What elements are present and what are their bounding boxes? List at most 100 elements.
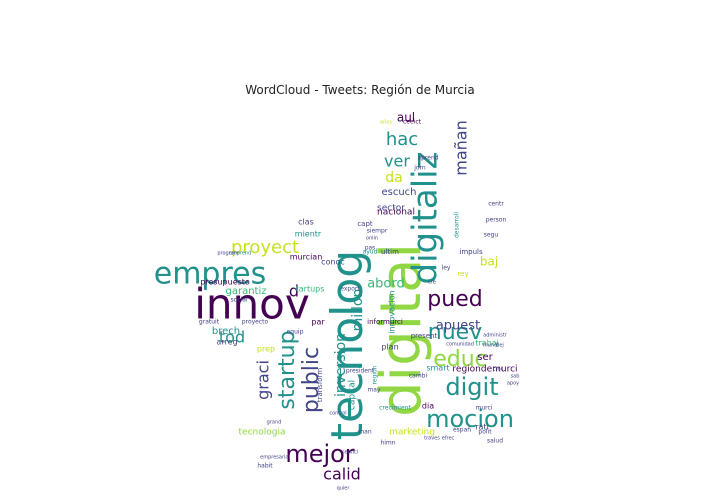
cloud-word: servici	[342, 450, 358, 456]
cloud-word: par	[311, 318, 325, 327]
cloud-word: ultim	[381, 248, 399, 256]
cloud-word: quier	[337, 486, 351, 492]
cloud-word: ceeict	[403, 119, 422, 126]
cloud-word: abord	[367, 277, 405, 292]
cloud-word: brech	[212, 326, 240, 337]
cloud-word: may	[367, 387, 381, 394]
cloud-word: jorn	[413, 165, 426, 172]
cloud-word: impuls	[459, 248, 483, 256]
cloud-word: mocion	[426, 405, 514, 433]
cloud-word: nacional	[377, 208, 415, 218]
cloud-word: educ	[433, 347, 487, 372]
cloud-word: comunidad	[446, 342, 474, 348]
cloud-word: transform	[316, 368, 324, 402]
cloud-word: traves	[424, 436, 440, 442]
cloud-word: capt	[357, 220, 373, 228]
cloud-word: grand	[267, 420, 282, 426]
cloud-word: innov	[194, 280, 309, 329]
cloud-word: crec	[493, 367, 504, 373]
cloud-word: años	[380, 120, 392, 126]
cloud-word: dej	[496, 343, 504, 349]
cloud-word: habit	[257, 463, 273, 470]
cloud-word: rey	[457, 270, 468, 278]
cloud-word: aul	[397, 111, 415, 125]
cloud-word: baj	[480, 255, 498, 269]
cloud-word: conoc	[321, 258, 345, 267]
cloud-word: apoy	[507, 381, 519, 387]
cloud-word: plan	[381, 343, 398, 352]
cloud-word: himn	[380, 440, 395, 447]
cloud-word: empresarial	[260, 455, 290, 461]
cloud-word: hac	[386, 129, 418, 150]
wordcloud-title: WordCloud - Tweets: Región de Murcia	[245, 83, 475, 97]
cloud-word: tecnolog	[322, 250, 373, 440]
cloud-word: startup	[275, 330, 300, 409]
cloud-word: graci	[254, 360, 273, 400]
cloud-word: trabaj	[475, 339, 499, 348]
cloud-word: murcian	[290, 253, 323, 262]
cloud-word: españ	[453, 427, 471, 434]
cloud-word: apuest	[436, 319, 480, 334]
cloud-word: cambi	[409, 373, 428, 380]
cloud-word: d	[289, 282, 299, 301]
cloud-word: present	[411, 332, 438, 340]
cloud-word: empres	[154, 257, 267, 292]
cloud-word: pued	[427, 287, 482, 312]
cloud-word: salud	[487, 438, 503, 445]
cloud-word: ley	[442, 265, 451, 272]
cloud-word: presupuesto	[200, 278, 250, 287]
cloud-word: capital	[348, 380, 358, 410]
cloud-word: dia	[422, 402, 434, 411]
cloud-word: efrec	[442, 436, 455, 442]
cloud-word: export	[340, 286, 360, 293]
cloud-word: murci	[476, 405, 493, 412]
cloud-word: tartups	[296, 285, 325, 294]
cloud-word: sab	[511, 374, 520, 380]
cloud-word: program	[217, 251, 238, 257]
cloud-word: marketing	[389, 428, 435, 438]
cloud-word: nuev	[428, 320, 482, 345]
cloud-word: polit	[478, 429, 492, 436]
cloud-word: social	[230, 297, 247, 304]
cloud-word: digitaliz	[406, 152, 446, 285]
cloud-word: da	[385, 170, 402, 186]
cloud-word: garantiz	[225, 286, 266, 297]
cloud-word: rati	[475, 423, 489, 432]
cloud-word: centr	[488, 201, 504, 208]
cloud-word: arreg	[216, 338, 237, 347]
cloud-word: regiondemurci	[452, 365, 517, 375]
cloud-word: aprend	[417, 155, 438, 162]
cloud-word: cre	[428, 280, 436, 286]
cloud-word: mund	[483, 343, 497, 349]
cloud-word: sector	[377, 204, 405, 214]
cloud-word: calid	[323, 465, 361, 484]
cloud-word: administr	[483, 333, 508, 339]
cloud-word: crecimient	[379, 405, 411, 412]
cloud-word: proyecto	[242, 319, 269, 326]
cloud-word: president	[346, 368, 375, 375]
cloud-word: informurci	[367, 318, 403, 326]
cloud-word: man	[358, 429, 372, 436]
cloud-word: tecnologia	[239, 428, 286, 438]
cloud-word: digit	[445, 373, 498, 401]
cloud-word: tod	[219, 328, 245, 347]
cloud-word: digital	[369, 243, 434, 417]
cloud-word: control	[329, 411, 346, 417]
cloud-word: smart	[426, 364, 449, 373]
cloud-word: desarroll	[454, 212, 461, 238]
cloud-word: onlin	[366, 236, 378, 242]
cloud-word: gratuit	[199, 319, 220, 326]
cloud-word: emprend	[229, 251, 252, 257]
cloud-word: ayud	[363, 249, 378, 256]
cloud-word: person	[486, 217, 507, 224]
cloud-word: inversion	[333, 333, 349, 397]
cloud-word: region	[372, 365, 379, 384]
cloud-word: mejor	[285, 440, 354, 468]
cloud-word: equip	[287, 329, 304, 336]
cloud-word: public	[299, 347, 324, 413]
cloud-word: ver	[384, 152, 410, 171]
cloud-word: escuch	[381, 187, 416, 198]
cloud-word: mientr	[295, 230, 322, 239]
cloud-word: millon	[350, 289, 366, 332]
